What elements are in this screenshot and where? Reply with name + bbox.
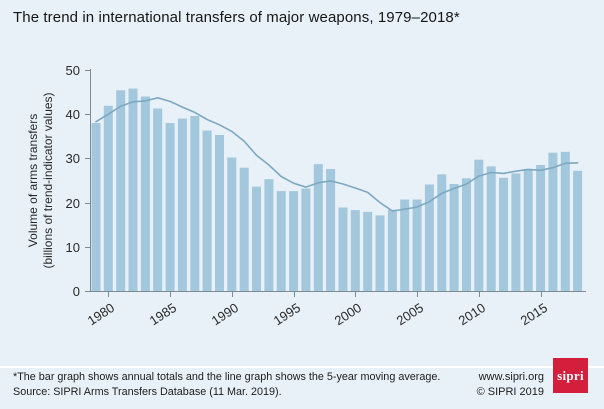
website-url: www.sipri.org <box>478 371 544 383</box>
bar-1999 <box>338 207 348 291</box>
bar-2011 <box>486 166 496 291</box>
bar-1981 <box>116 90 126 291</box>
bar-2010 <box>474 159 484 291</box>
arms-transfers-chart: 0 10 20 30 40 50 1980 1985 1990 1995 2000 2005 2010 2… <box>26 63 586 328</box>
footnote-source-line: Source: SIPRI Arms Transfers Database (1… <box>13 385 282 398</box>
bar-1979 <box>91 123 101 291</box>
footer-separator <box>0 366 604 368</box>
bar-2013 <box>511 173 521 291</box>
bar-1983 <box>140 96 150 291</box>
y-axis-label-line-2: (billions of trend-indicator values) <box>41 92 55 268</box>
bar-1998 <box>326 169 336 291</box>
x-tick-label-1995: 1995 <box>271 300 303 328</box>
bar-1991 <box>239 167 249 291</box>
bar-1994 <box>276 191 286 291</box>
copyright: © SIPRI 2019 <box>476 385 544 398</box>
footer-meta: www.sipri.org © SIPRI 2019 <box>477 370 544 399</box>
y-axis-label-line-1: Volume of arms transfers <box>26 114 40 247</box>
x-tick-label-1980: 1980 <box>85 300 117 328</box>
bar-1990 <box>227 157 237 291</box>
x-tick-label-2000: 2000 <box>332 300 364 328</box>
bar-1996 <box>301 188 311 291</box>
bar-1986 <box>177 118 187 291</box>
sipri-logo: sipri <box>553 358 588 393</box>
bar-2016 <box>548 152 558 291</box>
bar-2000 <box>350 210 360 291</box>
y-tick-label-50: 50 <box>66 63 80 78</box>
chart-title: The trend in international transfers of … <box>13 9 460 26</box>
footnote-line-1: *The bar graph shows annual totals and t… <box>13 371 441 383</box>
bar-1992 <box>252 186 261 291</box>
bar-1984 <box>153 108 163 291</box>
bar-1995 <box>289 191 299 291</box>
bar-2009 <box>462 178 471 291</box>
bar-2006 <box>424 184 434 291</box>
footnote: *The bar graph shows annual totals and t… <box>13 370 440 399</box>
bar-1989 <box>215 135 224 291</box>
x-tick-label-1990: 1990 <box>209 300 241 328</box>
bar-2012 <box>499 177 508 291</box>
bar-2017 <box>560 151 570 291</box>
bar-1987 <box>190 116 200 291</box>
bar-2003 <box>387 209 397 291</box>
x-tick-label-2010: 2010 <box>456 300 488 328</box>
bar-1988 <box>202 130 212 291</box>
bar-1985 <box>165 123 175 291</box>
bar-1997 <box>313 164 323 291</box>
bar-1980 <box>103 105 113 291</box>
y-tick-label-30: 30 <box>66 151 80 166</box>
moving-average-line <box>95 97 579 212</box>
y-tick-label-10: 10 <box>66 240 80 255</box>
x-tick-label-2005: 2005 <box>394 300 426 328</box>
bar-2014 <box>523 169 533 291</box>
bar-2005 <box>412 199 422 291</box>
bar-1982 <box>128 88 138 291</box>
bar-2001 <box>363 211 373 291</box>
bar-2007 <box>437 174 447 291</box>
y-tick-label-20: 20 <box>66 196 80 211</box>
y-tick-label-40: 40 <box>66 107 80 122</box>
x-tick-label-1985: 1985 <box>147 300 179 328</box>
bar-2015 <box>536 165 546 291</box>
bar-2002 <box>375 215 385 291</box>
x-tick-label-2015: 2015 <box>518 300 550 328</box>
bar-2018 <box>573 170 583 291</box>
bar-1993 <box>264 179 274 291</box>
y-tick-label-0: 0 <box>73 284 80 299</box>
bar-2008 <box>449 184 459 291</box>
bar-2004 <box>400 199 410 291</box>
